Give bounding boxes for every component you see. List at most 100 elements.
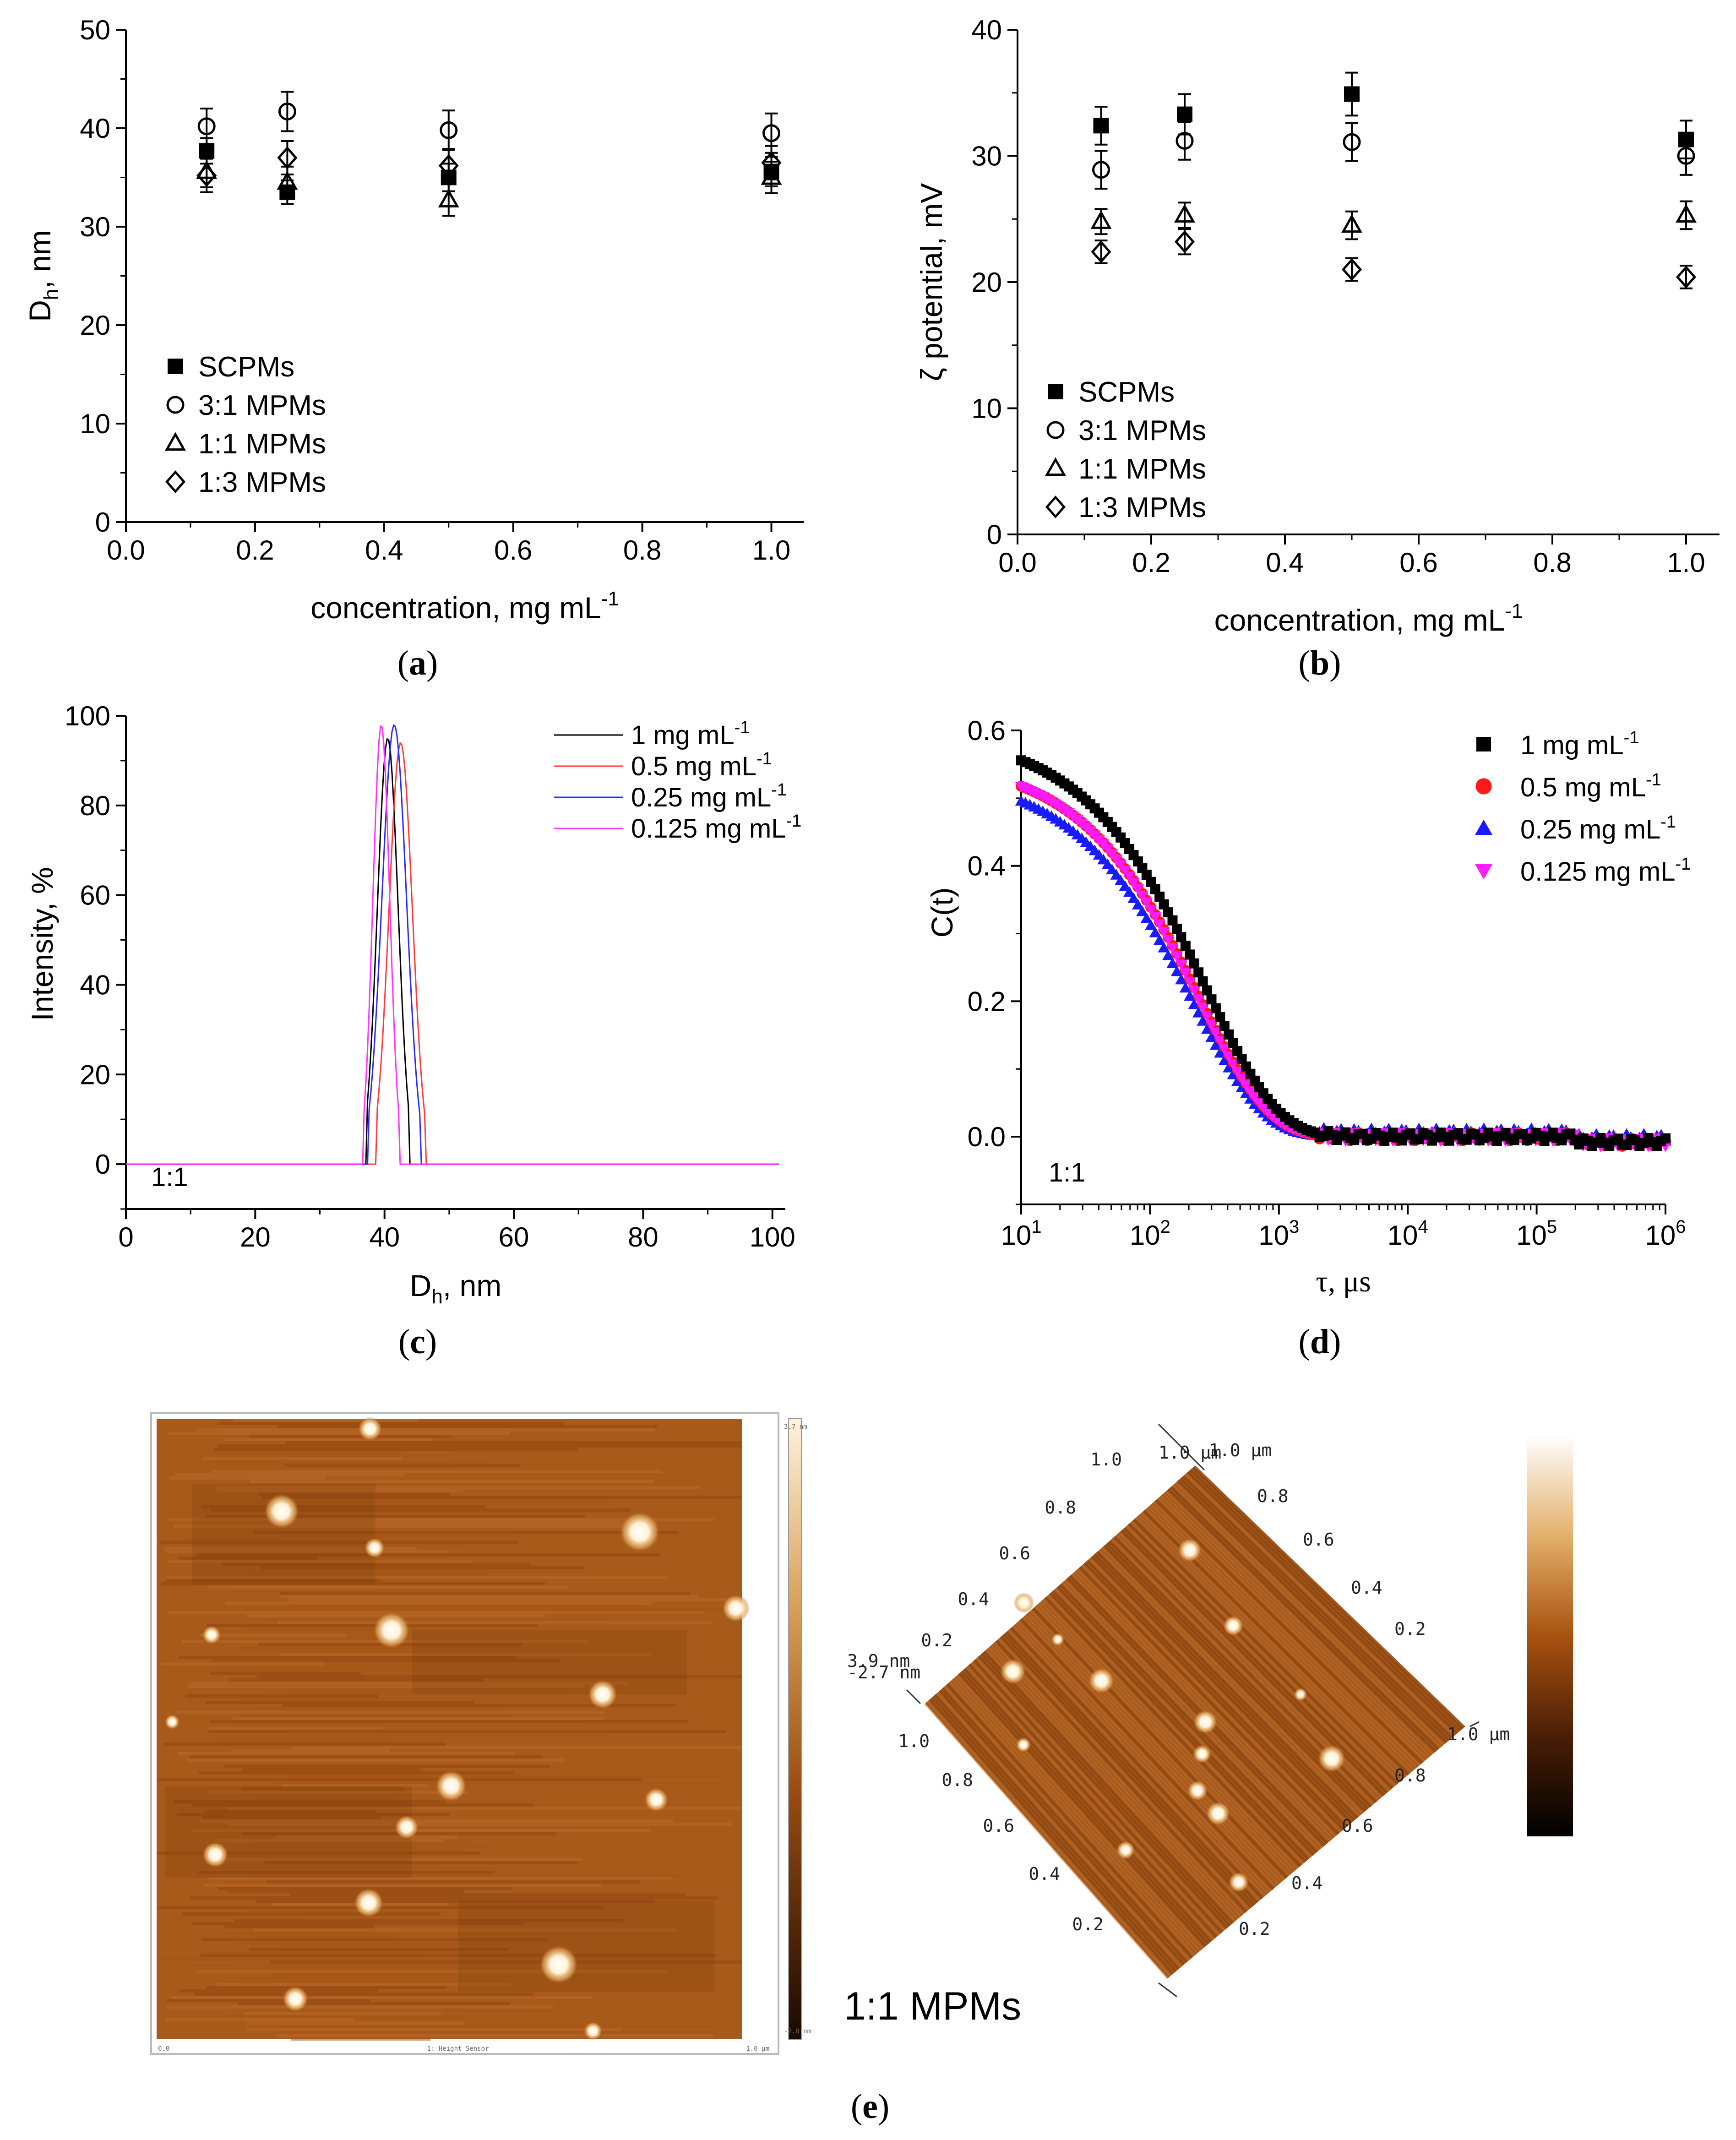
texture-band — [238, 1977, 394, 1980]
afm-flat-scale-left: 0.0 — [158, 2045, 169, 2053]
afm-particle — [202, 1626, 221, 1644]
legend-label: 0.5 mg mL-1 — [1520, 770, 1661, 802]
data-point — [1110, 854, 1122, 866]
texture-line — [948, 1681, 1196, 1956]
data-point — [1170, 951, 1183, 962]
legend-label: 0.25 mg mL-1 — [631, 780, 787, 812]
texture-line — [1083, 1562, 1344, 1830]
texture-band — [203, 1569, 724, 1573]
texture-band — [279, 1653, 651, 1656]
texture-band — [205, 1701, 475, 1704]
texture-band — [190, 1755, 543, 1759]
x-tick-label: 40 — [369, 1222, 400, 1252]
data-point — [1197, 1015, 1209, 1026]
texture-band — [175, 1473, 405, 1476]
caption-c: (c) — [398, 1323, 437, 1361]
afm-axis-label: 0.2 — [1239, 1919, 1270, 1939]
afm-particle — [165, 1715, 180, 1729]
texture-band — [171, 1996, 592, 1999]
texture-line — [1010, 1627, 1263, 1899]
texture-band — [157, 1778, 642, 1781]
data-point — [761, 166, 782, 185]
data-point — [1189, 958, 1199, 969]
texture-band — [279, 1944, 512, 1948]
texture-band — [167, 1576, 668, 1579]
texture-line — [1027, 1612, 1283, 1883]
texture-line — [1047, 1594, 1304, 1865]
texture-line — [988, 1646, 1239, 1920]
texture-band — [165, 2018, 355, 2021]
texture-line — [1005, 1631, 1258, 1904]
texture-band — [223, 1438, 434, 1441]
data-point — [1176, 932, 1186, 942]
texture-band — [167, 2005, 554, 2009]
texture-band — [186, 1759, 566, 1762]
texture-band — [288, 1775, 742, 1778]
data-point — [1236, 1054, 1247, 1064]
texture-band — [210, 1720, 688, 1723]
data-point — [1205, 1019, 1218, 1030]
y-tick-label: 40 — [80, 969, 110, 1000]
data-point — [1676, 265, 1697, 289]
texture-line — [995, 1640, 1247, 1913]
texture-line — [1177, 1480, 1448, 1743]
data-point — [1185, 949, 1195, 960]
texture-line — [1101, 1546, 1364, 1814]
texture-band — [283, 1704, 676, 1707]
texture-band — [234, 1419, 419, 1422]
afm-particle — [283, 1986, 308, 2012]
texture-band — [264, 1861, 579, 1864]
data-point — [1114, 860, 1127, 871]
y-axis-label: ζ potential, mV — [914, 183, 948, 381]
texture-line — [1192, 1466, 1464, 1730]
texture-line — [998, 1638, 1250, 1911]
texture-band — [230, 1678, 483, 1682]
y-tick-label: 10 — [971, 393, 1002, 424]
y-tick-label: 0.0 — [968, 1122, 1006, 1152]
y-axis-label: Dh, nm — [23, 230, 62, 322]
texture-band — [285, 1441, 742, 1444]
texture-band — [169, 1518, 715, 1521]
texture-band — [250, 1480, 654, 1483]
legend-label: SCPMs — [1078, 376, 1175, 408]
texture-band — [244, 1573, 492, 1576]
caption-a: (a) — [397, 644, 438, 682]
texture-line — [1072, 1573, 1331, 1842]
texture-band — [260, 1566, 584, 1569]
texture-band — [261, 1864, 434, 1868]
texture-band — [180, 1537, 333, 1541]
texture-band — [188, 1682, 628, 1685]
texture-band — [288, 2009, 592, 2012]
data-point — [1093, 118, 1109, 134]
texture-band — [201, 1938, 547, 1941]
texture-line — [1091, 1555, 1353, 1824]
texture-band — [218, 1444, 742, 1448]
data-point — [1145, 904, 1157, 915]
texture-band — [254, 1707, 506, 1710]
texture-band — [225, 1601, 652, 1605]
texture-band — [170, 1845, 495, 1848]
texture-band — [197, 1970, 669, 1973]
texture-line — [1015, 1623, 1269, 1895]
texture-band — [180, 1630, 400, 1634]
x-axis-label: concentration, mg mL-1 — [1214, 600, 1523, 637]
texture-line — [1059, 1584, 1317, 1853]
legend-label: 1:1 MPMs — [198, 428, 326, 460]
afm-axis-label: 0.6 — [1303, 1530, 1334, 1550]
texture-band — [234, 1919, 624, 1922]
panel-d-chart: 101 102 103 104 105 106 0.0 0.2 0.4 0.6 1 mg mL-1 0… — [925, 715, 1691, 1298]
afm-particle — [1193, 1745, 1211, 1763]
texture-line — [1064, 1579, 1323, 1849]
y-tick-label: 0 — [95, 507, 110, 538]
texture-band — [289, 1598, 742, 1601]
texture-band — [270, 1960, 742, 1964]
texture-line — [953, 1677, 1201, 1952]
texture-line — [961, 1670, 1209, 1945]
axis-line — [906, 1689, 921, 1704]
x-tick-label: 0.6 — [1399, 547, 1437, 578]
data-point — [1162, 935, 1175, 946]
texture-line — [946, 1683, 1193, 1959]
x-tick-label: 1.0 — [1667, 547, 1705, 578]
y-tick-label: 10 — [80, 408, 110, 439]
data-point — [277, 171, 298, 190]
